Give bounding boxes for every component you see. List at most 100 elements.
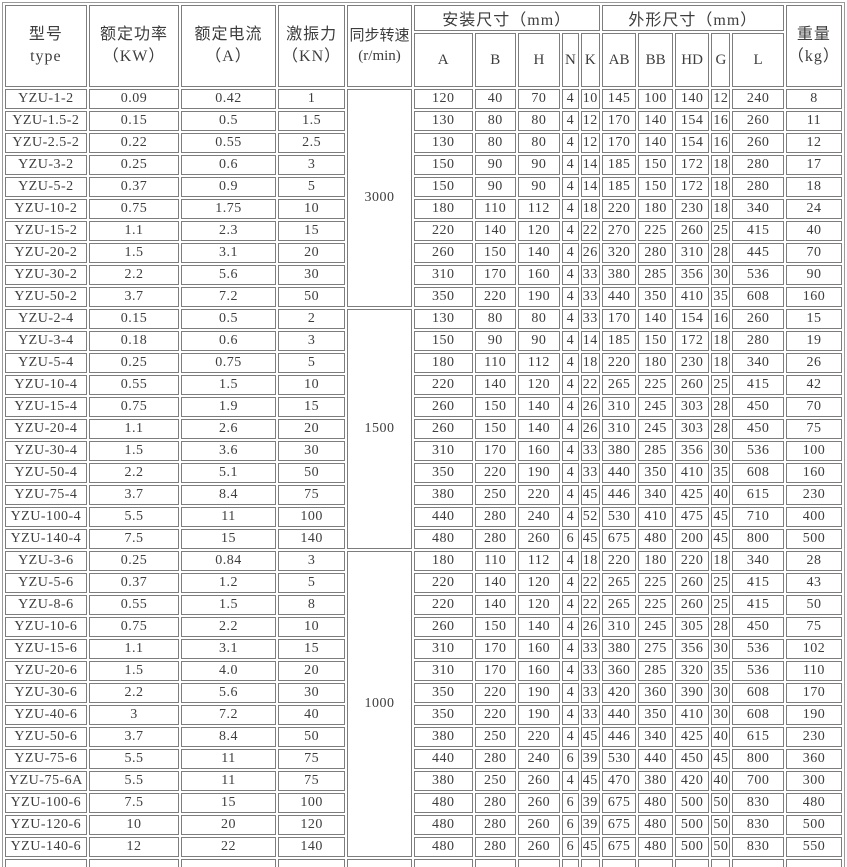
cell-current: 0.9	[181, 177, 276, 197]
cell-b: 220	[474, 705, 516, 725]
cell-b: 150	[474, 397, 516, 417]
table-row: YZU-100-4 5.5 11 100 440 280 240 4 52 530 410 475 45…	[5, 507, 842, 527]
cell-hd: 303	[674, 419, 710, 439]
cell-ab: 145	[601, 89, 637, 109]
cell-hd: 172	[674, 155, 710, 175]
cell-current: 11	[181, 749, 276, 769]
cell-n: 4	[561, 353, 579, 373]
cell-bb: 140	[638, 133, 673, 153]
cell-ab: 220	[601, 551, 637, 571]
cell-hd: 356	[674, 265, 710, 285]
cell-k: 45	[580, 771, 600, 791]
cell-k: 26	[580, 617, 600, 637]
cell-g: 18	[711, 177, 731, 197]
cell-weight: 170	[785, 683, 842, 703]
cell-hd: 425	[674, 485, 710, 505]
cell-power: 7.5	[88, 793, 180, 813]
cell-a: 130	[413, 133, 473, 153]
cell-n: 6	[561, 815, 579, 835]
cell-force: 3	[277, 551, 346, 571]
cell-hd: 356	[674, 639, 710, 659]
cell-weight	[732, 859, 784, 867]
cell-current: 5.1	[181, 463, 276, 483]
cell-weight: 19	[785, 331, 842, 351]
cell-g: 30	[711, 639, 731, 659]
cell-power: 0.75	[88, 397, 180, 417]
table-row: YZU-50-4 2.2 5.1 50 350 220 190 4 33 440 350 410 35 6…	[5, 463, 842, 483]
cell-l: 830	[732, 793, 784, 813]
cell-a: 130	[413, 111, 473, 131]
cell-a: 350	[413, 705, 473, 725]
cell-b: 140	[474, 375, 516, 395]
table-row: YZU-20-4 1.1 2.6 20 260 150 140 4 26 310 245 303 28 4…	[5, 419, 842, 439]
cell-force: 50	[277, 287, 346, 307]
table-row: YZU-2.5-2 0.22 0.55 2.5 130 80 80 4 12 170 140 154 1…	[5, 133, 842, 153]
cell-force: 10	[277, 375, 346, 395]
cell-current: 15	[181, 529, 276, 549]
cell-ab: 675	[601, 793, 637, 813]
cell-a: 380	[413, 727, 473, 747]
cell-power: 0.75	[88, 617, 180, 637]
cell-h: 260	[517, 793, 560, 813]
cell-model: YZU-20-4	[5, 419, 87, 439]
cell-hd: 140	[674, 89, 710, 109]
cell-power: 0.15	[88, 309, 180, 329]
cell-l: 700	[732, 771, 784, 791]
cell-l: 415	[732, 375, 784, 395]
cell-l: 260	[732, 309, 784, 329]
cell-b: 90	[474, 177, 516, 197]
cell-current: 3.1	[181, 639, 276, 659]
header-outline-dims-group: 外形尺寸（mm）	[601, 5, 784, 31]
table-row: YZU-5-2 0.37 0.9 5 150 90 90 4 14 185 150 172 18 280 1…	[5, 177, 842, 197]
cell-h: 260	[517, 815, 560, 835]
cell-b: 170	[474, 639, 516, 659]
cell-ab: 185	[601, 331, 637, 351]
cell-force: 15	[277, 221, 346, 241]
cell-current: 1.75	[181, 199, 276, 219]
cell-model: YZU-20-2	[5, 243, 87, 263]
cell-bb: 340	[638, 727, 673, 747]
cell-k: 22	[580, 573, 600, 593]
cell-g: 30	[711, 683, 731, 703]
cell-ab: 220	[601, 199, 637, 219]
cell-hd: 410	[674, 287, 710, 307]
cell-speed	[785, 859, 842, 867]
cell-g: 18	[711, 155, 731, 175]
cell-b: 150	[474, 243, 516, 263]
cell-weight: 102	[785, 639, 842, 659]
cell-current: 11	[181, 507, 276, 527]
cell-h: 220	[517, 727, 560, 747]
cell-k: 26	[580, 419, 600, 439]
cell-ab: 440	[601, 705, 637, 725]
cell-power: 3.7	[88, 287, 180, 307]
cell-ab: 675	[601, 815, 637, 835]
cell-current: 0.75	[181, 353, 276, 373]
cell-power: 0.22	[88, 133, 180, 153]
cell-bb: 285	[638, 661, 673, 681]
cell-current: 22	[181, 837, 276, 857]
cell-power: 1.1	[88, 419, 180, 439]
cell-hd: 220	[674, 551, 710, 571]
cell-a: 380	[413, 485, 473, 505]
cell-a: 220	[413, 595, 473, 615]
cell-bb: 225	[638, 573, 673, 593]
cell-current: 20	[181, 815, 276, 835]
cell-current: 2.3	[181, 221, 276, 241]
cell-hd: 260	[674, 221, 710, 241]
cell-a: 480	[413, 793, 473, 813]
cell-n: 4	[561, 771, 579, 791]
cell-k: 33	[580, 705, 600, 725]
cell-g: 50	[711, 815, 731, 835]
cell-current: 0.5	[181, 111, 276, 131]
cell-force: 75	[277, 749, 346, 769]
cell-l	[711, 859, 731, 867]
cell-l: 415	[732, 573, 784, 593]
cell-weight: 12	[785, 133, 842, 153]
cell-b: 280	[474, 815, 516, 835]
cell-model: YZU-10-6	[5, 617, 87, 637]
cell-n: 4	[561, 309, 579, 329]
cell-a: 220	[413, 573, 473, 593]
header-col-h: H	[517, 33, 560, 87]
table-row: YZU-140-6 12 22 140 480 280 260 6 45 675 480 500 50 8…	[5, 837, 842, 857]
cell-l: 615	[732, 485, 784, 505]
